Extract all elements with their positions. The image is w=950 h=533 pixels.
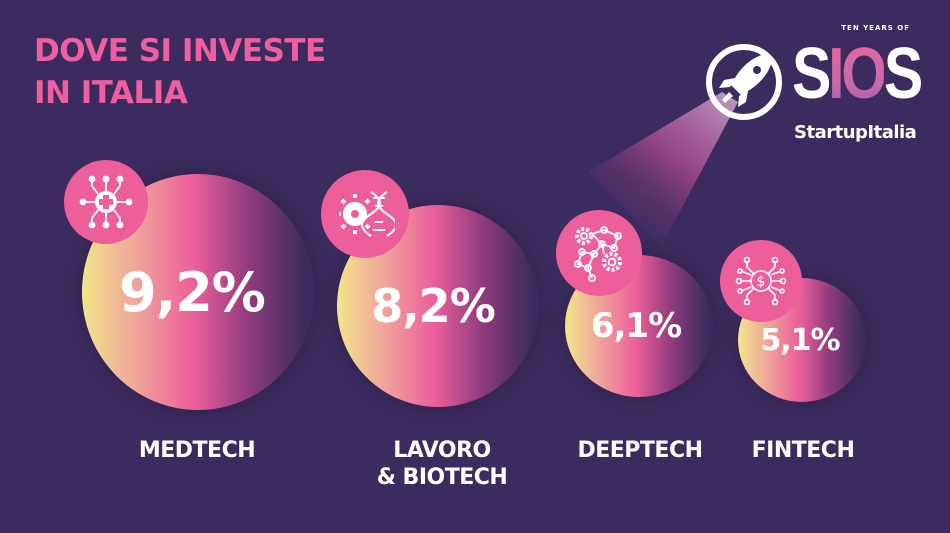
icon-badge-fintech: $ (720, 240, 802, 322)
page-title: DOVE SI INVESTE IN ITALIA (34, 30, 326, 114)
logo-tagline: TEN YEARS OF (841, 24, 910, 32)
logo-wordmark: SIOS (792, 38, 923, 110)
icon-badge-deeptech (556, 210, 642, 296)
sios-logo: TEN YEARS OF SIOS StartupItalia (700, 20, 930, 150)
label-lavoro-line1: LAVORO (393, 438, 491, 463)
rocket-icon (706, 44, 782, 120)
logo-io: IO (828, 34, 887, 114)
label-lavoro-line2: & BIOTECH (376, 465, 508, 490)
value-deeptech: 6,1% (590, 306, 682, 346)
logo-brand: StartupItalia (794, 122, 917, 143)
icon-badge-lavoro-biotech (321, 170, 409, 258)
label-deeptech: DEEPTECH (560, 437, 720, 464)
bubble-medtech: 9,2% (82, 174, 314, 410)
bubble-lavoro-biotech: 8,2% (337, 205, 539, 407)
value-fintech: 5,1% (760, 322, 840, 358)
value-lavoro-biotech: 8,2% (371, 279, 496, 333)
gear-dna-icon (339, 191, 395, 237)
label-fintech-line1: FINTECH (751, 438, 855, 463)
logo-s1: S (792, 34, 831, 114)
title-line-2: IN ITALIA (34, 75, 188, 111)
dollar-circuit-icon: $ (735, 256, 787, 306)
value-medtech: 9,2% (119, 260, 266, 324)
svg-text:$: $ (757, 274, 766, 290)
logo-s2: S (883, 34, 923, 114)
medical-circuit-icon (79, 175, 133, 229)
gears-network-icon (574, 226, 622, 282)
label-medtech-line1: MEDTECH (138, 438, 256, 463)
label-medtech: MEDTECH (117, 437, 277, 464)
label-fintech: FINTECH (728, 437, 878, 464)
icon-badge-medtech (64, 160, 148, 244)
label-deeptech-line1: DEEPTECH (577, 438, 703, 463)
label-lavoro-biotech: LAVORO & BIOTECH (352, 437, 532, 491)
title-line-1: DOVE SI INVESTE (34, 33, 326, 69)
